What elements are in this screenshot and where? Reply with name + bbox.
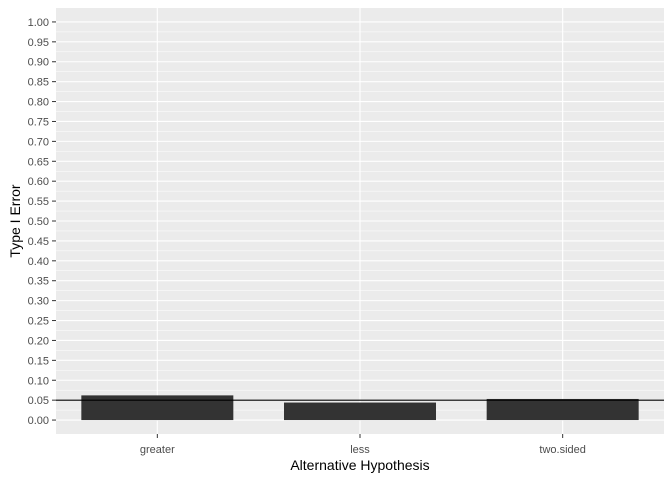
y-tick-label: 0.30 bbox=[28, 296, 49, 308]
y-tick-label: 0.15 bbox=[28, 355, 49, 367]
y-axis-title: Type I Error bbox=[7, 184, 23, 257]
y-tick-label: 0.90 bbox=[28, 57, 49, 69]
y-tick-label: 0.65 bbox=[28, 156, 49, 168]
y-tick-label: 0.95 bbox=[28, 37, 49, 49]
y-tick-label: 0.70 bbox=[28, 136, 49, 148]
y-tick-label: 0.80 bbox=[28, 97, 49, 109]
y-tick-label: 0.00 bbox=[28, 415, 49, 427]
y-axis-ticks: 0.00 0.05 0.10 0.15 0.20 0.25 0.30 0.35 0.40 0.45… bbox=[28, 17, 56, 427]
bar-less bbox=[284, 402, 436, 421]
y-tick-label: 0.60 bbox=[28, 176, 49, 188]
x-tick-label: less bbox=[350, 444, 370, 456]
y-tick-label: 0.85 bbox=[28, 77, 49, 89]
y-tick-label: 0.25 bbox=[28, 316, 49, 328]
y-tick-label: 0.35 bbox=[28, 276, 49, 288]
x-axis-ticks: greater less two.sided bbox=[140, 434, 586, 456]
x-gridlines bbox=[156, 8, 564, 434]
x-axis-title: Alternative Hypothesis bbox=[290, 457, 429, 473]
y-tick-label: 0.40 bbox=[28, 256, 49, 268]
x-tick-label: two.sided bbox=[539, 444, 585, 456]
y-tick-label: 1.00 bbox=[28, 17, 49, 29]
x-tick-label: greater bbox=[140, 444, 175, 456]
bar-greater bbox=[81, 395, 234, 421]
bar-two-sided bbox=[486, 398, 639, 421]
bars bbox=[81, 395, 639, 421]
y-tick-label: 0.55 bbox=[28, 196, 49, 208]
y-tick-label: 0.75 bbox=[28, 116, 49, 128]
y-tick-label: 0.20 bbox=[28, 335, 49, 347]
y-tick-label: 0.10 bbox=[28, 375, 49, 387]
y-tick-label: 0.05 bbox=[28, 395, 49, 407]
y-tick-label: 0.45 bbox=[28, 236, 49, 248]
y-tick-label: 0.50 bbox=[28, 216, 49, 228]
